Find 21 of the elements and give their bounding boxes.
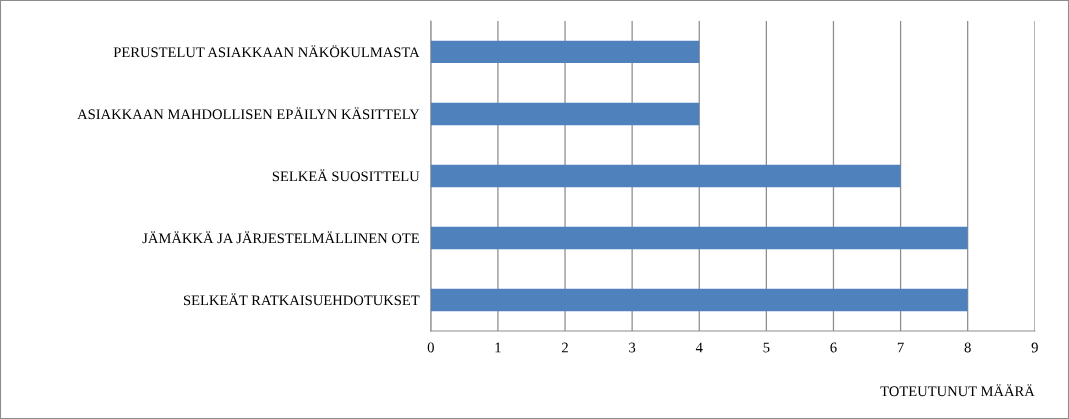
x-tick-label: 4 <box>695 342 703 353</box>
x-tick-label: 5 <box>763 342 770 353</box>
x-tick-label: 2 <box>562 342 568 353</box>
bar <box>430 102 700 126</box>
x-tick-label: 8 <box>964 342 971 353</box>
y-tick-label: ASIAKKAAN MAHDOLLISEN EPÄILYN KÄSITTELY <box>77 107 420 120</box>
bar <box>430 164 901 188</box>
y-tick-label: JÄMÄKKÄ JA JÄRJESTELMÄLLINEN OTE <box>142 231 419 244</box>
x-tick-label: 7 <box>897 342 904 353</box>
bar <box>430 288 968 312</box>
x-tick-label: 0 <box>427 342 434 353</box>
x-tick-label: 3 <box>629 342 636 353</box>
y-tick-label: PERUSTELUT ASIAKKAAN NÄKÖKULMASTA <box>113 45 420 58</box>
x-tick-label: 9 <box>1031 342 1038 353</box>
y-tick-label: SELKEÄT RATKAISUEHDOTUKSET <box>183 293 420 306</box>
bar <box>430 40 700 64</box>
x-tick-label: 6 <box>830 342 837 353</box>
bar <box>430 226 968 250</box>
x-tick-label: 1 <box>495 342 501 353</box>
y-tick-label: SELKEÄ SUOSITTELU <box>272 169 420 182</box>
x-axis-title: TOTEUTUNUT MÄÄRÄ <box>880 384 1035 397</box>
